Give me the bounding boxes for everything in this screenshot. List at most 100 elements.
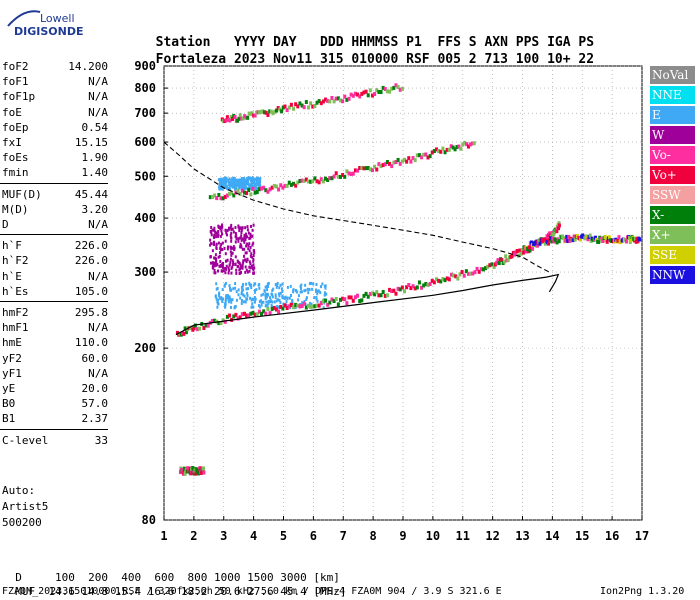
echo-point [536,243,540,248]
y-tick-label: 400 [134,211,156,225]
x-tick-label: 11 [456,529,470,543]
spread-point [253,184,256,188]
footer-file-info: FZA0M_2023315010000.RSF / 320fx256h 50 k… [2,586,502,597]
spread-point [294,289,297,293]
spread-point [286,285,289,289]
echo-point [247,188,251,193]
echo-point [377,89,381,94]
param-row: fxI 15.15 [2,136,108,151]
spread-point [225,233,228,237]
spread-point [265,285,268,289]
echo-point [277,309,281,314]
header-value-axn: 713 [484,52,508,67]
echo-point [403,289,406,294]
spread-point [222,181,225,185]
spread-point [246,228,249,232]
spread-point [240,179,243,183]
spread-point [250,305,253,309]
echo-point [353,91,357,96]
param-value: 295.8 [74,306,108,319]
spread-point [292,288,295,292]
echo-point [550,239,554,244]
spread-point [218,264,221,268]
spread-point [305,296,308,300]
spread-point [224,177,227,181]
echo-point [264,311,268,316]
spread-point [242,237,245,241]
echo-points [175,83,642,476]
echo-point [280,109,284,114]
spread-point [229,187,232,191]
spread-point [242,300,245,304]
header-labels: Station YYYY DAY DDD HHMMSS P1 FFS S AXN… [140,20,594,50]
echo-point [332,99,336,104]
spread-point [282,302,285,306]
param-label: yF1 [2,366,22,380]
echo-point [555,240,559,245]
echo-point [454,274,458,279]
spread-point [234,286,237,290]
echo-point [411,156,415,161]
header-value-ddd: 315 [320,52,344,67]
echo-point [223,319,227,324]
echo-point [328,300,332,305]
spread-point [224,271,227,275]
echo-point [375,88,379,93]
echo-point [504,254,508,259]
legend-item: W [650,126,695,144]
echo-point [319,101,323,106]
echo-point [198,326,202,331]
echo-point [313,104,317,109]
spread-point [252,223,255,227]
echo-point [456,276,460,281]
spread-point [240,229,243,233]
spread-point [244,185,247,189]
param-row: h`Es 105.0 [2,285,108,300]
spread-point [264,285,267,289]
param-value: 110.0 [74,336,108,350]
spread-point [217,255,220,259]
footer-d-value: 400 [121,571,142,584]
spread-point [301,301,304,305]
echo-point [449,144,453,149]
spread-point [241,181,244,185]
echo-point [462,273,466,278]
spread-point [254,182,257,186]
spread-point [247,182,250,186]
spread-point [249,266,252,270]
echo-point [475,266,479,271]
echo-point [192,326,196,331]
echo-point [356,293,360,298]
echo-point [276,106,280,111]
echo-point [400,159,404,164]
spread-point [242,186,245,190]
spread-point [217,229,220,233]
echo-point [296,303,300,308]
echo-point [381,163,385,168]
spread-point [248,185,251,189]
echo-point [633,236,637,241]
spread-point [238,229,241,233]
spread-point [284,295,287,299]
echo-point [370,168,374,173]
echo-point [362,90,366,95]
echo-point [392,85,396,90]
spread-point [223,284,226,288]
spread-point [230,246,233,250]
echo-point [341,296,345,301]
param-value: N/A [88,321,108,335]
spread-point [230,182,233,186]
param-row: h`F2 226.0 [2,254,108,269]
echo-point [266,112,270,117]
spread-point [220,178,223,182]
spread-point [232,261,235,265]
echo-point [636,239,640,244]
echo-point [435,147,439,152]
x-tick-label: 15 [575,529,589,543]
echo-point [253,190,257,195]
spread-point [251,243,254,247]
echo-point [236,316,240,321]
spread-point [308,288,311,292]
echo-point [385,160,389,165]
spread-point [275,285,278,289]
